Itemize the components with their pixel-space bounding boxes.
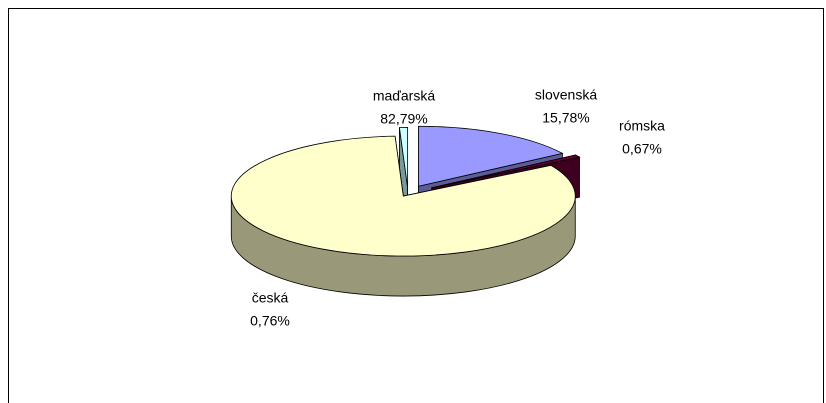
slice: [398, 127, 409, 188]
value-label: 82,79%: [380, 111, 427, 127]
category-label: rómska: [619, 118, 665, 134]
category-label: česká: [252, 290, 289, 306]
slice: [230, 135, 576, 257]
chart-frame: [8, 8, 824, 403]
slice: [431, 154, 581, 189]
pie-tops: [230, 125, 581, 257]
value-label: 15,78%: [542, 110, 589, 126]
value-label: 0,67%: [622, 141, 662, 157]
value-label: 0,76%: [250, 313, 290, 329]
category-label: slovenská: [535, 87, 597, 103]
category-label: maďarská: [373, 88, 436, 104]
slice: [418, 125, 564, 187]
data-labels: slovenská 15,78% rómska 0,67% maďarská 82,79%…: [250, 87, 665, 329]
